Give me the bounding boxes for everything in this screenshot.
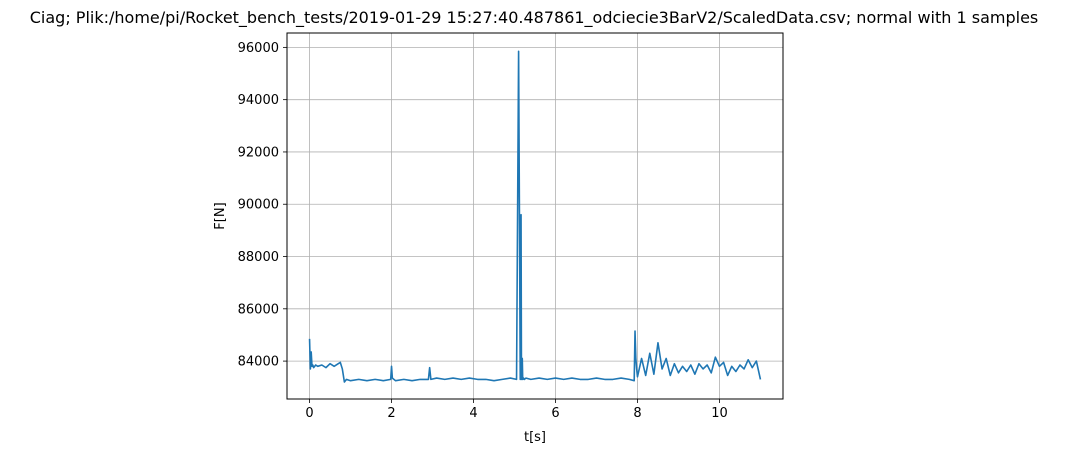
x-axis-label: t[s] (524, 430, 546, 445)
y-tick-label: 96000 (238, 41, 279, 56)
series-layer (308, 50, 762, 383)
x-tick-label: 6 (551, 406, 559, 421)
y-tick-label: 84000 (238, 355, 279, 370)
x-tick-label: 10 (711, 406, 728, 421)
x-tick-label: 4 (469, 406, 477, 421)
y-tick-label: 88000 (238, 250, 279, 265)
y-tick-label: 86000 (238, 302, 279, 317)
y-tick-label: 90000 (238, 198, 279, 213)
x-tick-label: 0 (305, 406, 313, 421)
x-axis: 0 2 4 6 8 10 (305, 399, 728, 421)
x-tick-label: 8 (633, 406, 641, 421)
y-axis-label: F[N] (213, 202, 228, 229)
x-tick-label: 2 (387, 406, 395, 421)
grid (287, 33, 783, 399)
plot-frame (286, 32, 784, 400)
chart-title: Ciag; Plik:/home/pi/Rocket_bench_tests/2… (30, 8, 1039, 28)
y-tick-label: 92000 (238, 145, 279, 160)
y-axis: 84000 86000 88000 90000 92000 94000 96000 (238, 41, 287, 370)
series-line (308, 50, 762, 383)
y-tick-label: 94000 (238, 93, 279, 108)
